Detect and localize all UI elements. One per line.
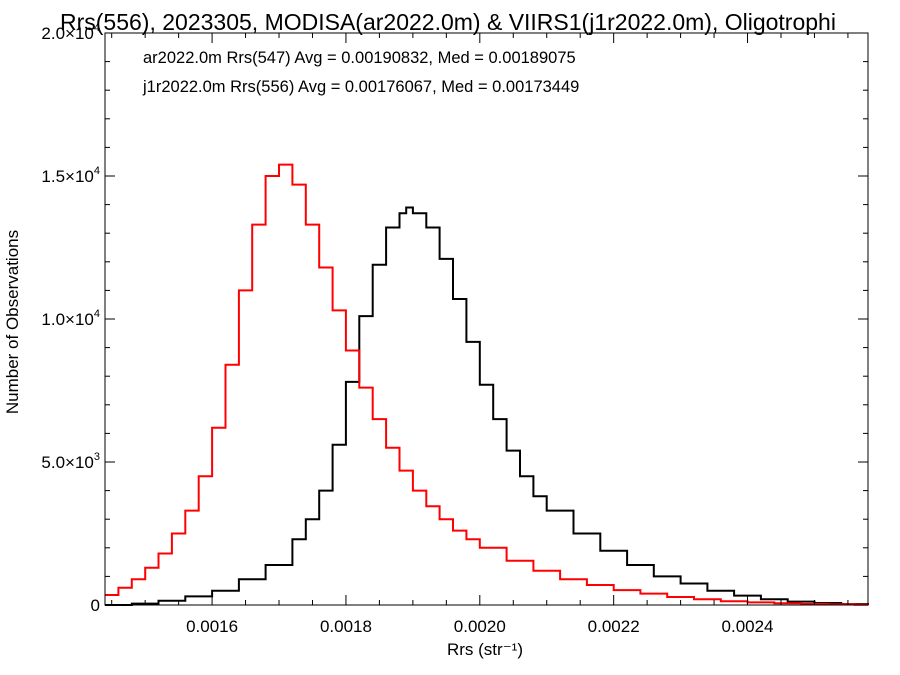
y-tick-label: 1.0×104 — [41, 308, 100, 329]
x-tick-label: 0.0020 — [454, 617, 506, 636]
series-line-modisa — [105, 206, 869, 606]
series-line-viirs — [105, 163, 869, 606]
x-axis-label: Rrs (str⁻¹) — [447, 640, 523, 659]
y-axis: 0 5.0×103 1.0×104 1.5×104 2.0×104 — [41, 22, 868, 615]
legend-entry-viirs: j1r2022.0m Rrs(556) Avg = 0.00176067, Me… — [142, 78, 579, 96]
x-tick-label: 0.0016 — [186, 617, 238, 636]
x-tick-label: 0.0022 — [588, 617, 640, 636]
y-tick-label: 0 — [91, 596, 100, 615]
y-tick-label: 5.0×103 — [41, 451, 100, 472]
legend-entry-modisa: ar2022.0m Rrs(547) Avg = 0.00190832, Med… — [143, 49, 576, 67]
y-tick-label: 1.5×104 — [41, 165, 100, 186]
x-tick-label: 0.0024 — [722, 617, 774, 636]
x-tick-label: 0.0018 — [320, 617, 372, 636]
y-tick-label: 2.0×104 — [41, 22, 100, 43]
y-axis-label: Number of Observations — [3, 230, 22, 414]
chart-title: Rrs(556), 2023305, MODISA(ar2022.0m) & V… — [60, 9, 836, 35]
plot-series — [105, 163, 869, 606]
legend: ar2022.0m Rrs(547) Avg = 0.00190832, Med… — [142, 49, 579, 96]
x-axis: 0.0016 0.0018 0.0020 0.0022 0.0024 — [111, 33, 849, 636]
plot-frame — [104, 32, 869, 606]
